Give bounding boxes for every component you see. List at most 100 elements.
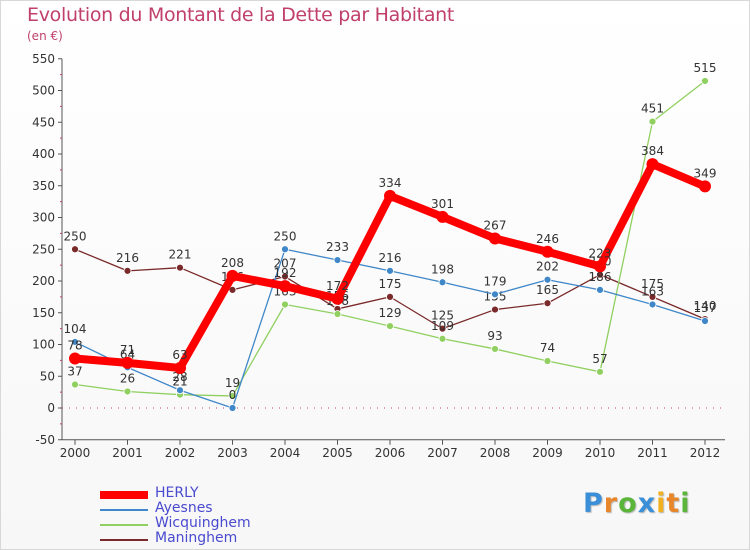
data-label-maninghem: 165: [536, 283, 559, 297]
data-label-ayesnes: 198: [431, 262, 454, 276]
legend-swatch: [100, 491, 148, 499]
legend-label: Wicquinghem: [155, 515, 251, 531]
data-label-herly: 349: [694, 166, 717, 180]
data-label-maninghem: 221: [169, 248, 192, 262]
data-label-herly: 267: [484, 218, 507, 232]
legend-label: Maninghem: [155, 530, 238, 546]
data-point-herly: [541, 245, 554, 258]
data-point-herly: [279, 280, 291, 293]
legend-label: Ayesnes: [155, 500, 213, 516]
data-point-herly: [436, 210, 449, 223]
data-label-herly: 301: [431, 197, 454, 211]
x-tick-label: 2011: [637, 446, 668, 460]
legend-swatch: [100, 509, 148, 511]
data-point-wicquinghem: [71, 380, 79, 389]
data-point-maninghem: [281, 272, 289, 281]
data-label-ayesnes: 0: [229, 388, 237, 402]
data-label-herly: 172: [326, 279, 349, 293]
data-label-herly: 334: [379, 176, 402, 190]
data-point-herly: [699, 180, 711, 193]
y-tick-label: 200: [32, 274, 55, 288]
data-point-maninghem: [123, 266, 132, 275]
data-point-maninghem: [491, 305, 499, 314]
chart-title: Evolution du Montant de la Dette par Hab…: [27, 4, 455, 26]
data-label-maninghem: 140: [694, 299, 717, 313]
y-tick-label: 550: [32, 52, 55, 66]
y-tick-label: 350: [32, 179, 55, 193]
x-tick-label: 2012: [690, 446, 721, 460]
y-tick-label: 50: [40, 369, 55, 383]
data-label-maninghem: 175: [641, 277, 664, 291]
data-label-wicquinghem: 74: [540, 341, 555, 355]
data-label-ayesnes: 64: [120, 347, 135, 361]
data-point-maninghem: [648, 292, 657, 301]
data-label-maninghem: 250: [64, 229, 87, 243]
data-point-herly: [331, 292, 344, 305]
data-point-ayesnes: [333, 256, 342, 264]
y-tick-label: 0: [47, 401, 55, 415]
data-point-wicquinghem: [386, 322, 394, 330]
y-tick-label: 300: [32, 211, 55, 225]
data-label-ayesnes: 250: [274, 229, 297, 243]
y-tick-label: 100: [32, 338, 55, 352]
legend-swatch: [100, 524, 148, 526]
data-label-ayesnes: 104: [64, 322, 87, 336]
data-point-maninghem: [438, 324, 447, 333]
data-point-wicquinghem: [281, 300, 289, 309]
data-point-ayesnes: [228, 404, 237, 412]
data-point-ayesnes: [491, 290, 499, 299]
data-label-herly: 208: [221, 256, 244, 270]
data-label-wicquinghem: 19: [225, 376, 240, 390]
data-point-herly: [384, 189, 396, 202]
chart-unit-label: (en €): [27, 29, 63, 43]
data-label-wicquinghem: 93: [487, 329, 502, 343]
data-point-wicquinghem: [648, 117, 657, 126]
data-point-maninghem: [176, 263, 184, 272]
data-label-wicquinghem: 109: [431, 319, 454, 333]
y-tick-label: 250: [32, 242, 55, 256]
data-point-wicquinghem: [543, 357, 552, 365]
data-point-wicquinghem: [438, 334, 447, 343]
data-point-ayesnes: [596, 285, 604, 294]
data-label-wicquinghem: 515: [694, 61, 717, 75]
data-label-maninghem: 216: [116, 251, 139, 265]
x-tick-label: 2010: [585, 446, 616, 460]
y-tick-label: 150: [32, 306, 55, 320]
x-tick-label: 2008: [480, 446, 511, 460]
x-tick-label: 2002: [165, 446, 196, 460]
data-point-maninghem: [71, 245, 79, 254]
data-label-herly: 223: [589, 246, 612, 260]
data-point-wicquinghem: [333, 310, 342, 318]
data-label-herly: 192: [274, 266, 297, 280]
data-label-wicquinghem: 37: [67, 365, 82, 379]
data-label-herly: 246: [536, 232, 559, 246]
data-point-ayesnes: [648, 300, 657, 309]
y-tick-label: -50: [35, 433, 55, 447]
x-tick-label: 2001: [112, 446, 143, 460]
data-point-herly: [594, 260, 606, 273]
x-tick-label: 2005: [322, 446, 353, 460]
data-label-maninghem: 125: [431, 309, 454, 323]
x-tick-label: 2003: [217, 446, 248, 460]
x-tick-label: 2004: [270, 446, 301, 460]
data-point-herly: [69, 352, 81, 365]
data-point-herly: [121, 356, 134, 369]
data-point-ayesnes: [71, 338, 79, 346]
data-point-ayesnes: [438, 278, 447, 287]
data-point-ayesnes: [281, 245, 289, 254]
data-label-ayesnes: 202: [536, 260, 559, 274]
data-point-ayesnes: [701, 317, 709, 325]
data-point-ayesnes: [386, 266, 394, 275]
data-label-maninghem: 175: [379, 277, 402, 291]
x-tick-label: 2000: [60, 446, 91, 460]
data-point-wicquinghem: [701, 77, 709, 85]
data-point-herly: [174, 361, 186, 374]
y-tick-label: 500: [32, 84, 55, 98]
data-label-wicquinghem: 129: [379, 306, 402, 320]
legend-swatch: [100, 539, 148, 541]
data-point-wicquinghem: [491, 345, 499, 353]
data-label-herly: 71: [120, 343, 135, 357]
y-tick-label: 450: [32, 115, 55, 129]
x-tick-label: 2009: [532, 446, 563, 460]
